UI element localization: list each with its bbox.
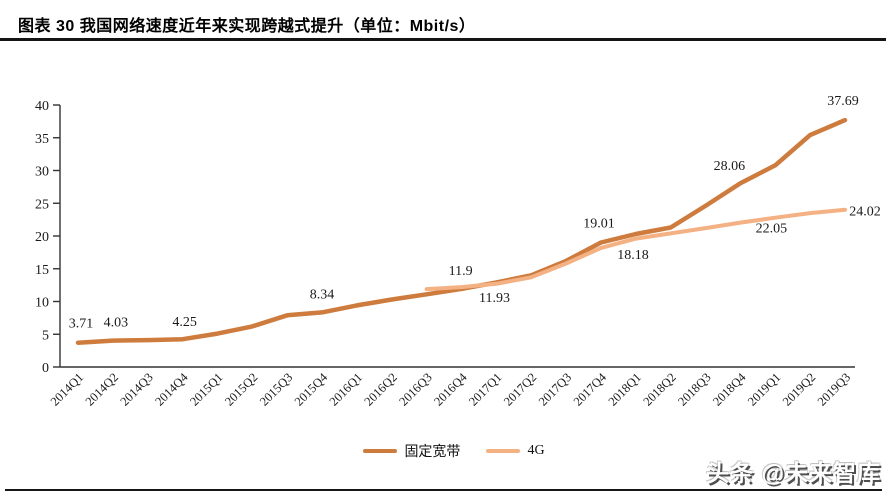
x-tick-label: 2014Q3: [117, 370, 155, 408]
legend-label-fixed-broadband: 固定宽带: [404, 445, 461, 460]
y-tick-label: 30: [35, 165, 49, 180]
x-tick-label: 2017Q1: [466, 370, 504, 408]
x-tick-label: 2016Q4: [431, 370, 470, 409]
x-tick-label: 2017Q2: [501, 370, 539, 408]
legend-label-4g: 4G: [527, 443, 545, 458]
y-tick-label: 10: [35, 296, 49, 311]
4g-line: [424, 207, 847, 292]
fixed-broadband-line: [75, 117, 848, 345]
y-axis: 0 5 10 15 20 25 30 35 40: [35, 99, 61, 376]
y-tick-label: 40: [35, 99, 49, 114]
data-point-label: 8.34: [310, 287, 335, 302]
x-tick-label: 2016Q1: [327, 370, 365, 408]
data-point-label: 4.03: [104, 316, 129, 331]
x-tick-label: 2018Q2: [640, 370, 678, 408]
x-tick-label: 2019Q2: [780, 370, 818, 408]
data-point-label: 3.71: [69, 317, 94, 332]
x-tick-label: 2016Q3: [396, 370, 434, 408]
x-tick-label: 2017Q3: [536, 370, 574, 408]
x-tick-label: 2018Q1: [606, 370, 644, 408]
x-tick-label: 2015Q2: [222, 370, 260, 408]
data-point-label: 18.18: [617, 248, 649, 263]
bottom-divider: [5, 489, 882, 491]
fixed-broadband-line-swatch: [363, 449, 398, 453]
data-point-label: 28.06: [714, 159, 746, 174]
legend-item-4g: 4G: [486, 443, 545, 459]
x-tick-label: 2018Q4: [710, 370, 749, 409]
x-tick-label: 2019Q1: [745, 370, 783, 408]
toutiao-watermark: 头条 @未来智库: [706, 460, 881, 486]
legend-item-fixed-broadband: 固定宽带: [363, 441, 460, 461]
data-point-label: 19.01: [583, 216, 615, 231]
data-point-label: 37.69: [827, 94, 859, 109]
chart-title: 图表 30 我国网络速度近年来实现跨越式提升（单位：Mbit/s）: [18, 18, 476, 35]
y-tick-label: 15: [35, 263, 49, 278]
y-tick-label: 25: [35, 197, 49, 212]
x-tick-label: 2017Q4: [571, 370, 610, 409]
x-tick-label: 2019Q3: [815, 370, 853, 408]
x-tick-label: 2015Q3: [257, 370, 295, 408]
x-tick-label: 2015Q4: [292, 370, 331, 409]
x-tick-label: 2014Q2: [83, 370, 121, 408]
data-point-label: 11.9: [449, 264, 473, 279]
x-tick-label: 2014Q1: [48, 370, 86, 408]
x-tick-label: 2016Q2: [362, 370, 400, 408]
y-tick-label: 0: [42, 361, 49, 376]
chart-header: 图表 30 我国网络速度近年来实现跨越式提升（单位：Mbit/s）: [0, 0, 886, 41]
x-tick-label: 2018Q3: [675, 370, 713, 408]
chart-legend: 固定宽带 4G: [0, 441, 886, 461]
data-point-label: 24.02: [849, 205, 881, 220]
y-tick-label: 35: [35, 132, 49, 147]
data-point-label: 22.05: [756, 222, 788, 237]
4g-line-swatch: [486, 449, 521, 453]
data-point-label: 4.25: [172, 315, 197, 330]
data-point-label: 11.93: [479, 291, 510, 306]
x-tick-label: 2014Q4: [152, 370, 191, 409]
x-axis: 2014Q12014Q22014Q32014Q42015Q12015Q22015…: [48, 366, 855, 409]
line-chart: 0 5 10 15 20 25 30 35 40 2014Q12014Q22014Q32014Q4…: [35, 94, 881, 409]
x-tick-label: 2015Q1: [187, 370, 225, 408]
y-tick-label: 5: [42, 328, 49, 343]
y-tick-label: 20: [35, 230, 49, 245]
